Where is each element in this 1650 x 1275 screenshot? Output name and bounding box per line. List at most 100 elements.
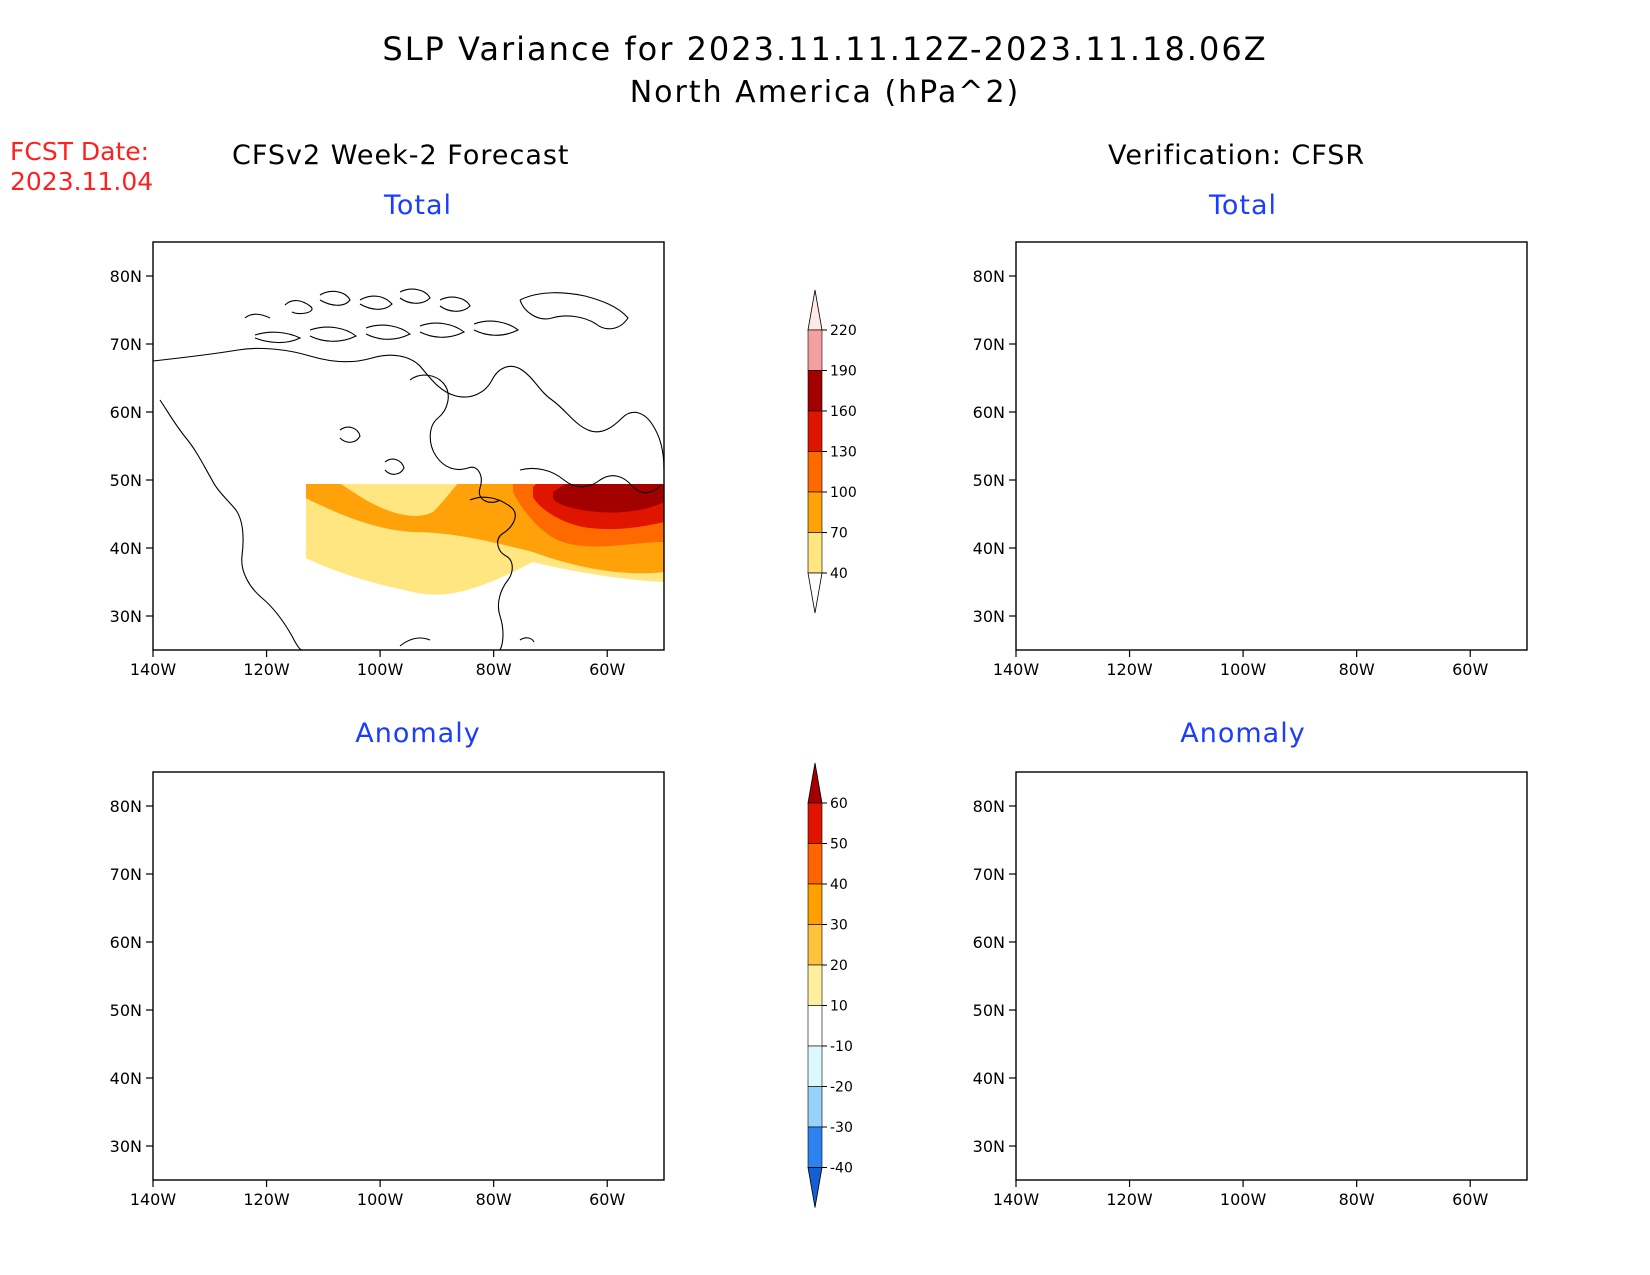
lat-tick-label: 40N: [973, 539, 1005, 558]
colorbar-arrow-bottom: [807, 1167, 823, 1208]
colorbars: 220 190 160 130 100 70 40 60 50 40 30 20 10 -10 -20 -30…: [807, 289, 857, 1208]
lon-tick-label: 100W: [357, 660, 404, 679]
map-panels: 80N 70N 60N 50N 40N 30N 140W 120W 100W 80W 60W 80N 7…: [110, 241, 1528, 1209]
lat-tick-label: 30N: [110, 1137, 142, 1156]
map-background: [1016, 242, 1527, 650]
lon-tick-label: 120W: [243, 1190, 290, 1209]
lon-tick-label: 60W: [589, 660, 625, 679]
map-frame: [152, 241, 665, 651]
lat-tick-label: 80N: [110, 267, 142, 286]
colorbar-swatch: [807, 451, 823, 493]
colorbar-label: 60: [830, 796, 848, 812]
total-colorbar: 220 190 160 130 100 70 40: [807, 289, 857, 614]
colorbar-label: 50: [830, 837, 848, 853]
lon-tick-label: 120W: [1106, 1190, 1153, 1209]
colorbar-swatch: [807, 532, 823, 574]
chart-subtitle: North America (hPa^2): [629, 75, 1021, 110]
lon-tick-label: 60W: [1452, 660, 1488, 679]
colorbar-label: 20: [830, 958, 848, 974]
map-background: [1016, 772, 1527, 1180]
colorbar-label: -30: [830, 1120, 853, 1136]
colorbar-label: 10: [830, 999, 848, 1015]
colorbar-label: -10: [830, 1039, 853, 1055]
colorbar-label: 100: [830, 485, 857, 501]
lon-tick-label: 60W: [1452, 1190, 1488, 1209]
lat-tick-label: 50N: [973, 1001, 1005, 1020]
lat-tick-label: 40N: [110, 539, 142, 558]
lat-tick-label: 30N: [973, 1137, 1005, 1156]
lon-tick-label: 60W: [589, 1190, 625, 1209]
lat-tick-label: 80N: [973, 267, 1005, 286]
colorbar-label: 70: [830, 526, 848, 542]
map-frame: [1015, 241, 1528, 651]
anomaly-colorbar: 60 50 40 30 20 10 -10 -20 -30 -40: [807, 762, 853, 1208]
map-frame: [1015, 771, 1528, 1181]
colorbar-swatch: [807, 410, 823, 452]
lon-tick-label: 140W: [993, 1190, 1040, 1209]
colorbar-swatch: [807, 964, 823, 1006]
colorbar-arrow-bottom: [807, 572, 823, 614]
colorbar-label: 40: [830, 877, 848, 893]
colorbar-swatch: [807, 1005, 823, 1047]
lon-tick-label: 120W: [243, 660, 290, 679]
map-frame: [152, 771, 665, 1181]
colorbar-label: 220: [830, 323, 857, 339]
lat-tick-label: 70N: [110, 335, 142, 354]
lon-tick-label: 140W: [130, 660, 177, 679]
map-panel-forecast-anomaly: 80N 70N 60N 50N 40N 30N 140W 120W 100W 80W 60W: [110, 771, 665, 1209]
lat-tick-label: 80N: [110, 797, 142, 816]
lat-tick-label: 40N: [110, 1069, 142, 1088]
colorbar-swatch: [807, 883, 823, 925]
forecast-column-title: CFSv2 Week-2 Forecast: [232, 140, 570, 171]
map-background: [153, 772, 664, 1180]
lat-tick-label: 70N: [973, 865, 1005, 884]
lon-tick-label: 100W: [1220, 1190, 1267, 1209]
panel-subtitle-verification-total: Total: [1208, 190, 1278, 221]
colorbar-arrow-top: [807, 289, 823, 331]
map-panel-verification-anomaly: 80N 70N 60N 50N 40N 30N 140W 120W 100W 80W 60W: [973, 771, 1528, 1209]
panel-subtitle-verification-anomaly: Anomaly: [1180, 718, 1306, 749]
lat-tick-label: 70N: [973, 335, 1005, 354]
colorbar-swatch: [807, 802, 823, 844]
colorbar-label: 30: [830, 918, 848, 934]
lat-tick-label: 30N: [973, 607, 1005, 626]
lat-tick-label: 60N: [110, 933, 142, 952]
lon-tick-label: 80W: [476, 660, 512, 679]
panel-subtitle-forecast-anomaly: Anomaly: [355, 718, 481, 749]
lon-tick-label: 100W: [1220, 660, 1267, 679]
colorbar-label: 160: [830, 404, 857, 420]
colorbar-swatch: [807, 1126, 823, 1168]
lon-tick-label: 100W: [357, 1190, 404, 1209]
chart-title: SLP Variance for 2023.11.11.12Z-2023.11.…: [382, 30, 1268, 68]
lon-tick-label: 140W: [993, 660, 1040, 679]
lon-tick-label: 80W: [1339, 1190, 1375, 1209]
lat-tick-label: 60N: [110, 403, 142, 422]
colorbar-arrow-top: [807, 762, 823, 804]
lat-tick-label: 60N: [973, 933, 1005, 952]
lon-tick-label: 80W: [476, 1190, 512, 1209]
lat-tick-label: 40N: [973, 1069, 1005, 1088]
panel-subtitle-forecast-total: Total: [383, 190, 453, 221]
lon-tick-label: 80W: [1339, 660, 1375, 679]
lon-tick-label: 120W: [1106, 660, 1153, 679]
lat-tick-label: 50N: [110, 471, 142, 490]
verification-column-title: Verification: CFSR: [1108, 140, 1366, 171]
colorbar-label: -40: [830, 1161, 853, 1177]
lat-tick-label: 80N: [973, 797, 1005, 816]
map-panel-verification-total: 80N 70N 60N 50N 40N 30N 140W 120W 100W 80W 60W: [973, 241, 1528, 679]
map-panel-forecast-total: 80N 70N 60N 50N 40N 30N 140W 120W 100W 80W 60W: [110, 241, 665, 679]
forecast-date-label: FCST Date:: [10, 137, 150, 166]
colorbar-label: -20: [830, 1080, 853, 1096]
colorbar-swatch: [807, 843, 823, 885]
colorbar-label: 130: [830, 445, 857, 461]
colorbar-swatch: [807, 370, 823, 412]
colorbar-swatch: [807, 924, 823, 966]
colorbar-label: 190: [830, 364, 857, 380]
forecast-date-value: 2023.11.04: [10, 167, 154, 196]
colorbar-swatch: [807, 329, 823, 371]
lat-tick-label: 50N: [973, 471, 1005, 490]
colorbar-label: 40: [830, 566, 848, 582]
colorbar-swatch: [807, 491, 823, 533]
lat-tick-label: 30N: [110, 607, 142, 626]
